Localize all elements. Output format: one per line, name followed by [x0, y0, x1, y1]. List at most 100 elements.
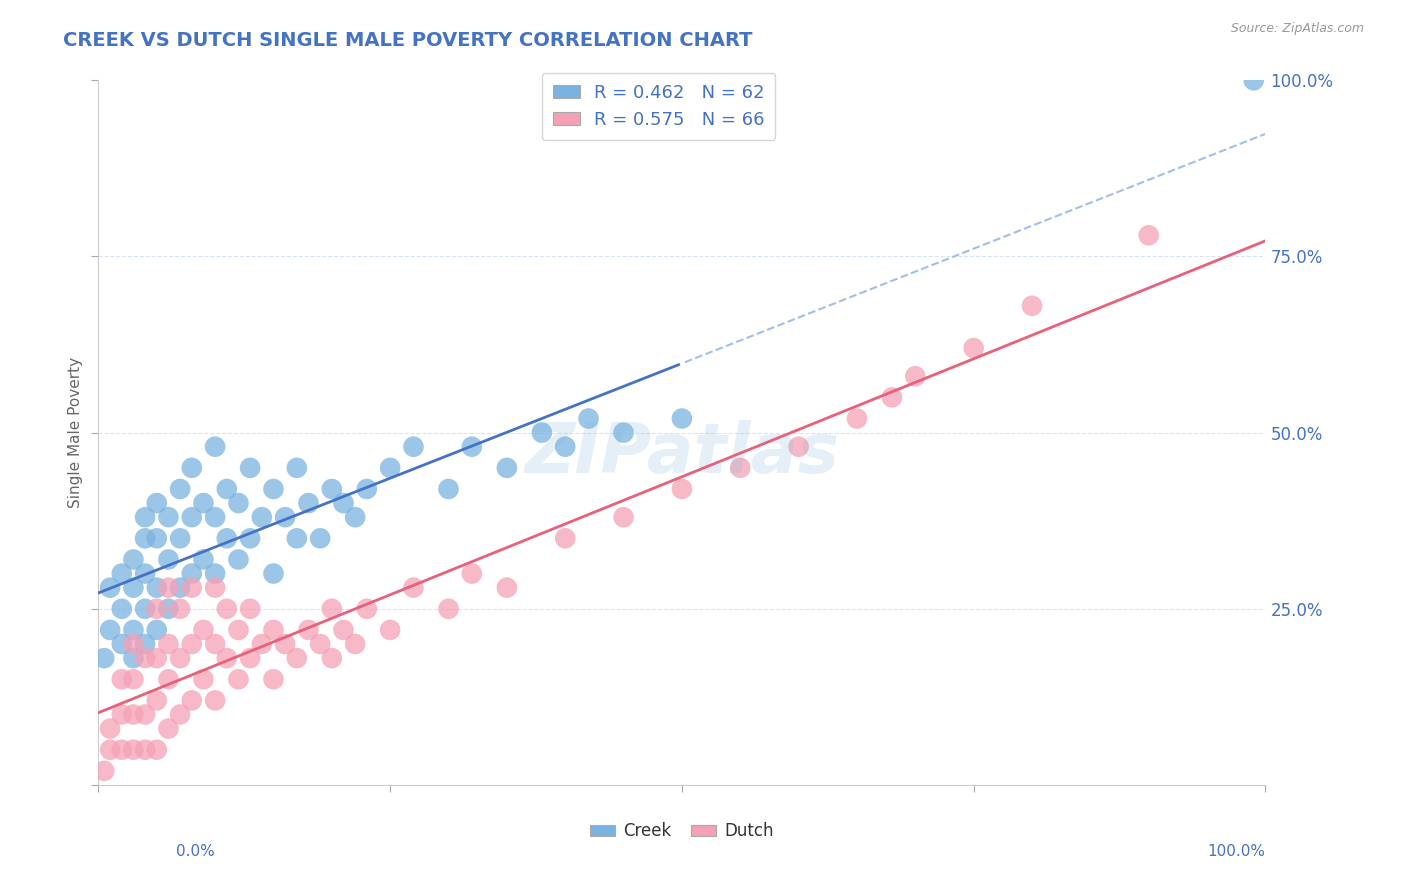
- Point: [239, 651, 262, 665]
- Legend: Creek, Dutch: Creek, Dutch: [583, 816, 780, 847]
- Point: [846, 411, 869, 425]
- Point: [437, 601, 460, 615]
- Point: [134, 601, 156, 615]
- Point: [285, 532, 308, 546]
- Point: [215, 651, 238, 665]
- Point: [111, 742, 134, 756]
- Point: [146, 532, 169, 546]
- Point: [193, 496, 215, 510]
- Point: [402, 440, 425, 454]
- Point: [98, 742, 121, 756]
- Point: [297, 623, 319, 637]
- Point: [134, 707, 156, 722]
- Point: [578, 411, 600, 425]
- Point: [356, 601, 378, 615]
- Point: [496, 581, 519, 595]
- Point: [146, 693, 169, 707]
- Point: [157, 673, 180, 687]
- Point: [146, 601, 169, 615]
- Point: [122, 623, 145, 637]
- Point: [157, 637, 180, 651]
- Point: [321, 482, 343, 496]
- Point: [111, 601, 134, 615]
- Point: [1243, 73, 1265, 87]
- Point: [122, 673, 145, 687]
- Point: [215, 482, 238, 496]
- Point: [262, 623, 284, 637]
- Point: [904, 369, 927, 384]
- Point: [356, 482, 378, 496]
- Point: [262, 566, 284, 581]
- Point: [437, 482, 460, 496]
- Point: [134, 742, 156, 756]
- Point: [309, 532, 332, 546]
- Point: [262, 673, 284, 687]
- Point: [250, 637, 273, 651]
- Point: [380, 623, 402, 637]
- Point: [111, 637, 134, 651]
- Point: [193, 552, 215, 566]
- Point: [204, 510, 226, 524]
- Point: [250, 510, 273, 524]
- Point: [93, 764, 115, 778]
- Point: [146, 651, 169, 665]
- Point: [193, 673, 215, 687]
- Point: [180, 566, 202, 581]
- Point: [134, 651, 156, 665]
- Point: [274, 510, 297, 524]
- Point: [554, 532, 576, 546]
- Point: [122, 742, 145, 756]
- Point: [332, 623, 354, 637]
- Point: [146, 496, 169, 510]
- Point: [262, 482, 284, 496]
- Point: [122, 707, 145, 722]
- Point: [180, 460, 202, 475]
- Point: [496, 460, 519, 475]
- Point: [204, 637, 226, 651]
- Point: [93, 651, 115, 665]
- Point: [274, 637, 297, 651]
- Point: [215, 601, 238, 615]
- Point: [122, 581, 145, 595]
- Point: [228, 623, 250, 637]
- Point: [239, 532, 262, 546]
- Text: 0.0%: 0.0%: [176, 845, 215, 859]
- Point: [962, 341, 984, 355]
- Text: ZIPatlas: ZIPatlas: [524, 420, 839, 487]
- Point: [309, 637, 332, 651]
- Point: [134, 566, 156, 581]
- Point: [98, 623, 121, 637]
- Point: [402, 581, 425, 595]
- Point: [134, 637, 156, 651]
- Point: [880, 391, 903, 405]
- Point: [613, 425, 636, 440]
- Point: [169, 707, 191, 722]
- Point: [239, 601, 262, 615]
- Point: [146, 581, 169, 595]
- Point: [111, 673, 134, 687]
- Point: [180, 637, 202, 651]
- Point: [122, 637, 145, 651]
- Point: [380, 460, 402, 475]
- Y-axis label: Single Male Poverty: Single Male Poverty: [67, 357, 83, 508]
- Point: [98, 722, 121, 736]
- Point: [344, 637, 367, 651]
- Point: [613, 510, 636, 524]
- Point: [671, 411, 693, 425]
- Point: [193, 623, 215, 637]
- Point: [321, 601, 343, 615]
- Point: [146, 623, 169, 637]
- Point: [180, 693, 202, 707]
- Point: [169, 532, 191, 546]
- Point: [285, 460, 308, 475]
- Point: [1137, 228, 1160, 243]
- Point: [461, 566, 484, 581]
- Point: [228, 673, 250, 687]
- Point: [554, 440, 576, 454]
- Point: [98, 581, 121, 595]
- Point: [204, 581, 226, 595]
- Point: [228, 552, 250, 566]
- Point: [1021, 299, 1043, 313]
- Point: [169, 581, 191, 595]
- Point: [157, 722, 180, 736]
